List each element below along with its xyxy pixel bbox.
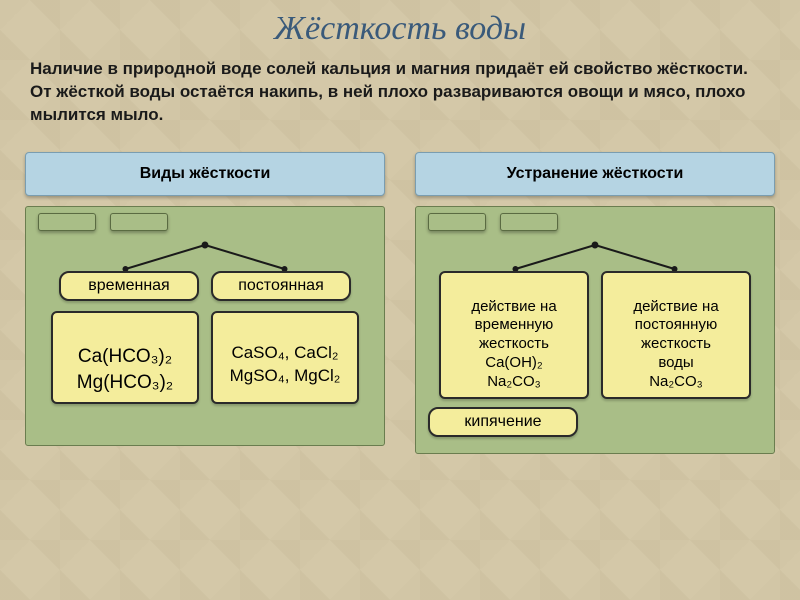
description-text: Наличие в природной воде солей кальция и… <box>30 59 748 124</box>
col-removal-header: Устранение жёсткости <box>415 152 775 196</box>
types-formulas-row: Ca(HCO₃)₂ Mg(HCO₃)₂ CaSO₄, CaCl₂ MgSO₄, … <box>36 311 374 404</box>
type-permanent-formulas: CaSO₄, CaCl₂ MgSO₄, MgCl₂ <box>211 311 359 404</box>
type-temporary-formulas: Ca(HCO₃)₂ Mg(HCO₃)₂ <box>51 311 199 404</box>
columns: Виды жёсткости временная <box>0 152 800 455</box>
page-title: Жёсткость воды <box>0 0 800 48</box>
connector-right <box>426 215 764 271</box>
boiling-text: кипячение <box>464 413 541 430</box>
removal-permanent-box: действие на постоянную жесткость воды Na… <box>601 271 751 400</box>
removal-actions-row: действие на временную жесткость Ca(OH)₂ … <box>426 271 764 400</box>
type-temporary-text: временная <box>88 277 169 294</box>
col-types-header: Виды жёсткости <box>25 152 385 196</box>
boiling-row: кипячение <box>426 407 764 437</box>
connector-left <box>36 215 374 271</box>
col-types-panel: временная постоянная Ca(HCO₃)₂ Mg(HCO₃)₂… <box>25 206 385 446</box>
type-temporary-formulas-text: Ca(HCO₃)₂ Mg(HCO₃)₂ <box>77 346 173 393</box>
type-permanent-label: постоянная <box>211 271 351 301</box>
title-text: Жёсткость воды <box>274 10 526 47</box>
description: Наличие в природной воде солей кальция и… <box>0 48 800 137</box>
removal-temporary-box: действие на временную жесткость Ca(OH)₂ … <box>439 271 589 400</box>
boiling-label: кипячение <box>428 407 578 437</box>
type-permanent-formulas-text: CaSO₄, CaCl₂ MgSO₄, MgCl₂ <box>230 343 341 385</box>
col-types: Виды жёсткости временная <box>25 152 385 455</box>
col-types-header-text: Виды жёсткости <box>140 165 271 182</box>
removal-permanent-text: действие на постоянную жесткость воды Na… <box>633 298 718 390</box>
type-permanent-text: постоянная <box>238 277 324 294</box>
types-labels-row: временная постоянная <box>36 271 374 301</box>
type-temporary-label: временная <box>59 271 199 301</box>
col-removal-panel: действие на временную жесткость Ca(OH)₂ … <box>415 206 775 455</box>
col-removal: Устранение жёсткости действие на временн… <box>415 152 775 455</box>
col-removal-header-text: Устранение жёсткости <box>507 165 684 182</box>
removal-temporary-text: действие на временную жесткость Ca(OH)₂ … <box>471 298 556 390</box>
